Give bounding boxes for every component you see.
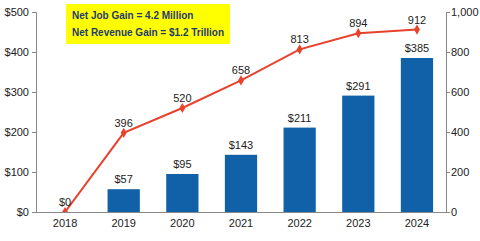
plot-area — [62, 25, 433, 212]
bar — [284, 128, 316, 212]
tick-label: 2021 — [229, 217, 253, 229]
tick-mark — [32, 92, 36, 93]
tick-label: 2023 — [346, 217, 370, 229]
marker — [121, 128, 127, 138]
tick-label: 800 — [451, 46, 469, 58]
tick: 2020 — [170, 212, 194, 229]
y-axis-line — [32, 13, 37, 213]
tick: $0 — [17, 206, 36, 218]
bar-label: $95 — [173, 158, 191, 170]
tick: 2021 — [229, 212, 253, 229]
tick-mark — [32, 12, 36, 13]
tick: 600 — [446, 86, 469, 98]
y2-axis-line — [447, 13, 451, 213]
line-label: 813 — [290, 33, 308, 45]
marker — [179, 103, 185, 113]
marker — [297, 44, 303, 54]
tick: 2018 — [53, 212, 77, 229]
tick-mark — [32, 212, 36, 213]
tick: 2019 — [111, 212, 135, 229]
tick: 0 — [446, 206, 457, 218]
line-label: 912 — [408, 14, 426, 26]
tick-label: 400 — [451, 126, 469, 138]
tick-label: 2018 — [53, 217, 77, 229]
tick-label: $0 — [17, 206, 29, 218]
tick-label: $200 — [5, 126, 29, 138]
marker — [238, 75, 244, 85]
tick: 200 — [446, 166, 469, 178]
tick-label: $400 — [5, 46, 29, 58]
tick-mark — [446, 172, 450, 173]
tick: 2022 — [287, 212, 311, 229]
bar — [342, 96, 374, 212]
tick-mark — [446, 12, 450, 13]
tick-label: 2022 — [287, 217, 311, 229]
tick-label: 200 — [451, 166, 469, 178]
tick-mark — [446, 52, 450, 53]
annotation-box — [66, 4, 230, 44]
bar — [225, 155, 257, 212]
bar-label: $385 — [405, 42, 429, 54]
tick: 800 — [446, 46, 469, 58]
annotation: Net Job Gain = 4.2 Million Net Revenue Ga… — [66, 4, 230, 44]
tick: 2024 — [405, 212, 429, 229]
tick-mark — [32, 132, 36, 133]
line-label: 658 — [232, 64, 250, 76]
bar — [166, 174, 198, 212]
tick: 2023 — [346, 212, 370, 229]
x-axis: 2018 2019 2020 2021 2022 2023 2024 — [37, 212, 447, 229]
y2-axis: 0 200 400 600 800 1,000 — [446, 6, 479, 218]
line-label: 520 — [173, 92, 191, 104]
tick-mark — [446, 92, 450, 93]
bar-label: $211 — [288, 112, 312, 124]
line-label: 396 — [115, 117, 133, 129]
line — [65, 30, 417, 212]
tick-mark — [32, 172, 36, 173]
tick-label: 2020 — [170, 217, 194, 229]
tick-label: $500 — [5, 6, 29, 18]
bar-label: $0 — [59, 196, 71, 208]
tick: $400 — [5, 46, 36, 58]
tick-label: 2024 — [405, 217, 429, 229]
chart: $0 $100 $200 $300 $400 $500 0 200 400 600 800 1,000… — [0, 0, 480, 241]
annotation-text: Net Revenue Gain = $1.2 Trillion — [72, 27, 224, 38]
tick: $200 — [5, 126, 36, 138]
tick: 400 — [446, 126, 469, 138]
bar — [401, 58, 433, 212]
bar-label: $291 — [346, 80, 370, 92]
y-axis: $0 $100 $200 $300 $400 $500 — [5, 6, 37, 218]
tick-label: 2019 — [111, 217, 135, 229]
tick: $500 — [5, 6, 36, 18]
tick-label: $100 — [5, 166, 29, 178]
marker — [414, 25, 420, 35]
tick-label: 1,000 — [451, 6, 479, 18]
tick: $300 — [5, 86, 36, 98]
bar — [108, 189, 140, 212]
annotation-text: Net Job Gain = 4.2 Million — [72, 10, 193, 21]
marker — [355, 28, 361, 38]
tick-mark — [32, 52, 36, 53]
x-axis-line — [37, 212, 447, 213]
line-label: 894 — [349, 17, 367, 29]
tick-label: 600 — [451, 86, 469, 98]
tick-label: $300 — [5, 86, 29, 98]
bar-label: $143 — [229, 139, 253, 151]
tick-label: 0 — [451, 206, 457, 218]
bar-label: $57 — [115, 173, 133, 185]
tick-mark — [446, 132, 450, 133]
tick-mark — [446, 212, 450, 213]
tick: $100 — [5, 166, 36, 178]
tick: 1,000 — [446, 6, 479, 18]
